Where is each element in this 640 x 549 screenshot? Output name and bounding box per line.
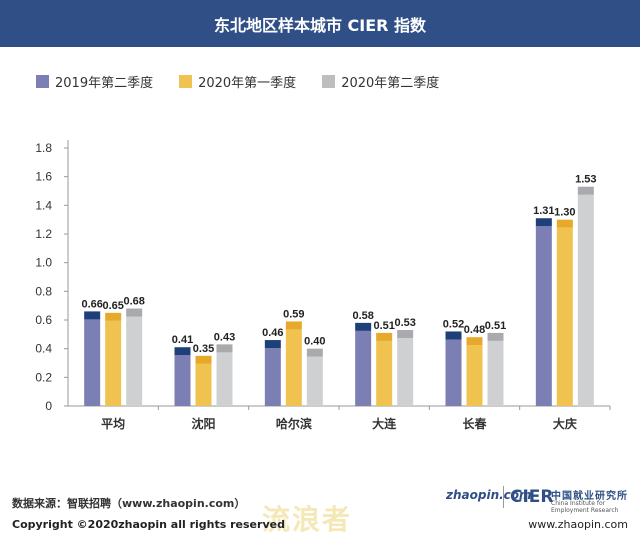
bar-cap: [535, 218, 552, 227]
logo-divider: [503, 486, 504, 508]
legend-item-2020q2: 2020年第二季度: [322, 72, 439, 91]
y-tick-label: 1.4: [35, 198, 52, 212]
data-label: 0.48: [464, 324, 485, 336]
bar: [105, 320, 122, 406]
bar: [285, 329, 302, 406]
zhaopin-logo: zhaopin.com: [446, 488, 532, 502]
bar-cap: [105, 312, 122, 321]
legend-swatch-2019q2: [36, 75, 49, 88]
bar: [355, 330, 372, 406]
bar-cap: [216, 344, 233, 353]
data-label: 0.41: [172, 334, 193, 346]
data-label: 0.46: [262, 327, 283, 339]
data-label: 0.35: [193, 343, 214, 355]
bar: [216, 352, 233, 406]
x-tick-label: 长春: [462, 416, 487, 431]
bar: [376, 340, 393, 406]
y-tick-label: 0.6: [35, 313, 52, 327]
x-tick-label: 哈尔滨: [276, 416, 312, 431]
bar-cap: [195, 355, 212, 364]
data-label: 0.52: [443, 318, 464, 330]
bar-cap: [487, 332, 504, 341]
bar-cap: [264, 340, 281, 349]
data-label: 1.31: [533, 205, 554, 217]
footer-url: www.zhaopin.com: [528, 518, 628, 531]
legend-item-2019q2: 2019年第二季度: [36, 72, 153, 91]
bar: [466, 345, 483, 406]
y-tick-label: 0.2: [35, 370, 52, 384]
bar: [195, 363, 212, 406]
data-label: 0.53: [394, 317, 415, 329]
bar: [174, 355, 191, 406]
x-tick-label: 大庆: [553, 416, 577, 431]
data-label: 1.30: [554, 207, 575, 219]
data-label: 0.58: [352, 310, 373, 322]
y-tick-label: 0.4: [35, 342, 52, 356]
x-tick-label: 平均: [101, 416, 125, 431]
legend-label-2020q2: 2020年第二季度: [341, 76, 440, 91]
chart-title-bar: 东北地区样本城市 CIER 指数: [0, 0, 640, 47]
cier-logo: CIER: [510, 487, 554, 507]
bar-cap: [466, 337, 483, 346]
data-label: 0.43: [214, 331, 235, 343]
bar-cap: [397, 330, 414, 339]
x-tick-label: 沈阳: [191, 416, 215, 431]
bar: [556, 227, 573, 406]
y-tick-label: 1.8: [35, 141, 52, 155]
y-tick-label: 1.2: [35, 227, 52, 241]
bar-cap: [285, 321, 302, 330]
data-label: 0.68: [123, 296, 144, 308]
data-label: 0.59: [283, 308, 304, 320]
legend-item-2020q1: 2020年第一季度: [179, 72, 296, 91]
bar: [306, 356, 323, 406]
y-tick-label: 0.8: [35, 284, 52, 298]
bar: [264, 348, 281, 406]
bar-cap: [445, 331, 462, 340]
data-label: 0.40: [304, 336, 325, 348]
bar-cap: [306, 348, 323, 357]
y-tick-label: 0: [45, 399, 52, 413]
data-label: 0.66: [81, 298, 102, 310]
cier-logo-en: China Institute for Employment Research: [551, 500, 619, 514]
bar-cap: [174, 347, 191, 356]
bar-cap: [577, 186, 594, 195]
y-tick-label: 1.6: [35, 170, 52, 184]
bar: [126, 316, 143, 406]
bar-cap: [376, 332, 393, 341]
data-source: 数据来源：智联招聘（www.zhaopin.com）: [12, 497, 246, 510]
watermark: 流浪者: [262, 503, 353, 536]
data-label: 1.53: [575, 174, 596, 186]
bar: [397, 338, 414, 406]
legend-label-2020q1: 2020年第一季度: [198, 76, 297, 91]
legend: 2019年第二季度 2020年第一季度 2020年第二季度: [36, 72, 465, 91]
bar-cap: [355, 322, 372, 331]
bar: [577, 194, 594, 406]
data-label: 0.51: [485, 320, 506, 332]
bar-cap: [84, 311, 101, 320]
y-tick-label: 1.0: [35, 256, 52, 270]
bar-cap: [556, 219, 573, 228]
bar: [535, 226, 552, 406]
data-label: 0.51: [373, 320, 394, 332]
copyright: Copyright ©2020zhaopin all rights reserv…: [12, 518, 285, 531]
legend-swatch-2020q2: [322, 75, 336, 88]
bar-cap: [126, 308, 143, 317]
chart-title: 东北地区样本城市 CIER 指数: [213, 15, 427, 35]
bar: [445, 339, 462, 406]
legend-label-2019q2: 2019年第二季度: [55, 76, 154, 91]
bar: [84, 319, 101, 406]
cier-logo-cn: 中国就业研究所: [551, 491, 628, 502]
x-tick-label: 大连: [372, 416, 397, 431]
data-label: 0.65: [102, 300, 123, 312]
legend-swatch-2020q1: [179, 75, 193, 88]
bar: [487, 340, 504, 406]
